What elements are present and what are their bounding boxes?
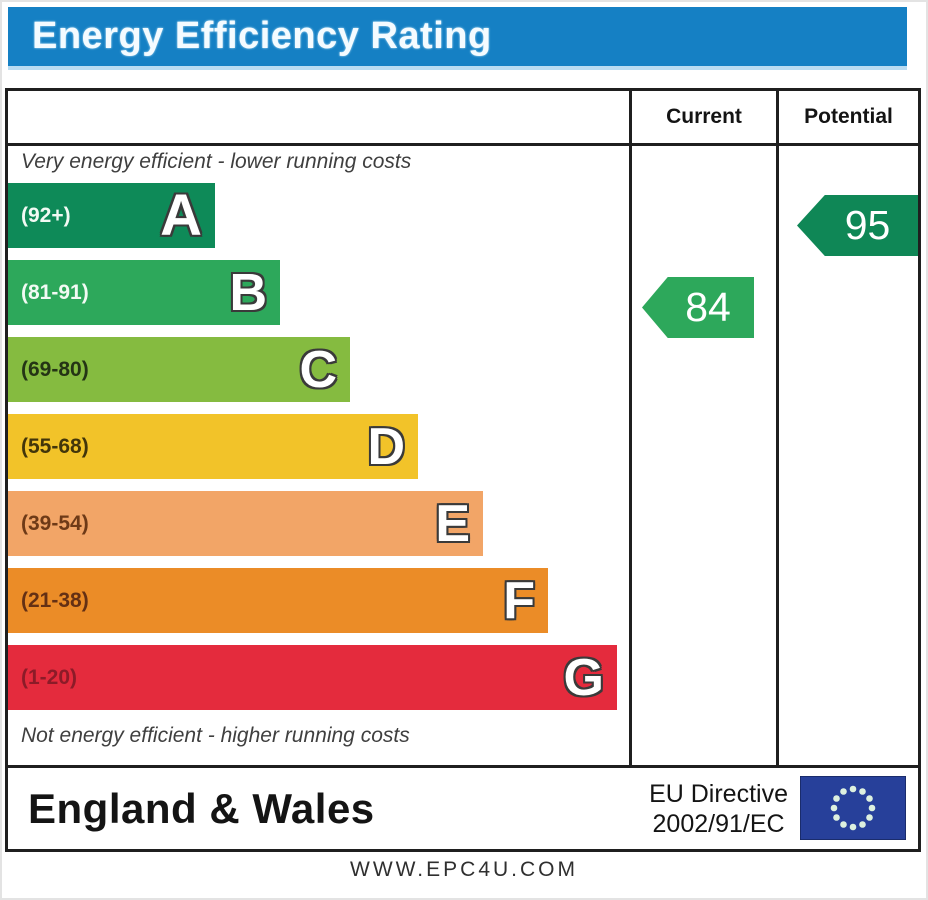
band-letter: E xyxy=(435,494,470,553)
band-letter: C xyxy=(299,340,337,399)
title-bar: Energy Efficiency Rating xyxy=(8,7,907,70)
current-rating-value: 84 xyxy=(685,284,731,330)
eu-directive-line1: EU Directive xyxy=(649,779,788,808)
column-header-potential: Potential xyxy=(804,105,893,128)
column-header-current: Current xyxy=(666,105,742,128)
caption-very-efficient: Very energy efficient - lower running co… xyxy=(21,150,412,173)
potential-rating-value: 95 xyxy=(844,202,891,248)
band-letter: B xyxy=(229,263,267,322)
band-range-label: (92+) xyxy=(21,203,71,227)
eu-directive-label: EU Directive 2002/91/EC xyxy=(649,779,788,839)
band-row: (55-68) D xyxy=(8,414,418,479)
current-rating-arrow: 84 xyxy=(642,277,754,338)
band-row: (39-54) E xyxy=(8,491,483,556)
rating-table: Current Potential Very energy efficient … xyxy=(5,88,921,768)
band-range-label: (39-54) xyxy=(21,511,89,535)
band-row: (69-80) C xyxy=(8,337,350,402)
column-divider xyxy=(776,91,779,765)
band-row: (21-38) F xyxy=(8,568,548,633)
band-range-label: (55-68) xyxy=(21,434,89,458)
band-row: (81-91) B xyxy=(8,260,280,325)
band-row: (1-20) G xyxy=(8,645,617,710)
eu-directive-line2: 2002/91/EC xyxy=(652,809,785,838)
page-title: Energy Efficiency Rating xyxy=(32,15,492,57)
eu-flag-icon xyxy=(800,776,906,840)
band-range-label: (21-38) xyxy=(21,588,89,612)
band-letter: A xyxy=(160,182,202,248)
potential-rating-arrow: 95 xyxy=(797,195,918,256)
region-label: England & Wales xyxy=(28,784,375,832)
band-letter: D xyxy=(367,417,405,476)
caption-not-efficient: Not energy efficient - higher running co… xyxy=(21,724,410,747)
band-range-label: (81-91) xyxy=(21,280,89,304)
header-divider xyxy=(8,143,918,146)
band-letter: F xyxy=(503,571,535,630)
band-range-label: (1-20) xyxy=(21,665,78,689)
band-row: (92+) A xyxy=(8,183,215,248)
band-range-label: (69-80) xyxy=(21,357,89,381)
watermark-text: WWW.EPC4U.COM xyxy=(350,858,578,881)
footer-bar: England & Wales EU Directive 2002/91/EC xyxy=(5,765,921,852)
band-letter: G xyxy=(563,648,604,707)
column-divider xyxy=(629,91,632,765)
